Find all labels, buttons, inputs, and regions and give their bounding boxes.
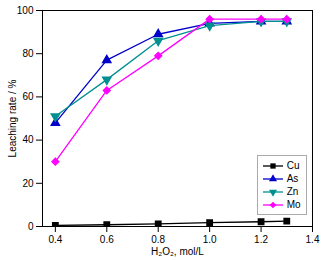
svg-text:40: 40 (22, 134, 34, 145)
html-text:Mo: Mo (286, 199, 301, 211)
svg-text:Leaching rate / %: Leaching rate / % (7, 79, 18, 157)
html-text:As: As (286, 173, 299, 185)
svg-text:0.4: 0.4 (48, 234, 62, 245)
html-text:Cu: Cu (286, 160, 300, 172)
svg-text:1.4: 1.4 (306, 234, 320, 245)
svg-text:H₂O₂, mol/L: H₂O₂, mol/L (151, 246, 204, 257)
svg-text:100: 100 (17, 5, 34, 16)
svg-text:0.6: 0.6 (100, 234, 114, 245)
svg-text:1.0: 1.0 (203, 234, 217, 245)
html-text:Zn: Zn (286, 186, 299, 198)
svg-text:1.2: 1.2 (254, 234, 268, 245)
svg-text:80: 80 (22, 48, 34, 59)
svg-text:0.8: 0.8 (151, 234, 165, 245)
svg-text:0: 0 (28, 221, 34, 232)
svg-text:60: 60 (22, 91, 34, 102)
svg-text:20: 20 (22, 178, 34, 189)
